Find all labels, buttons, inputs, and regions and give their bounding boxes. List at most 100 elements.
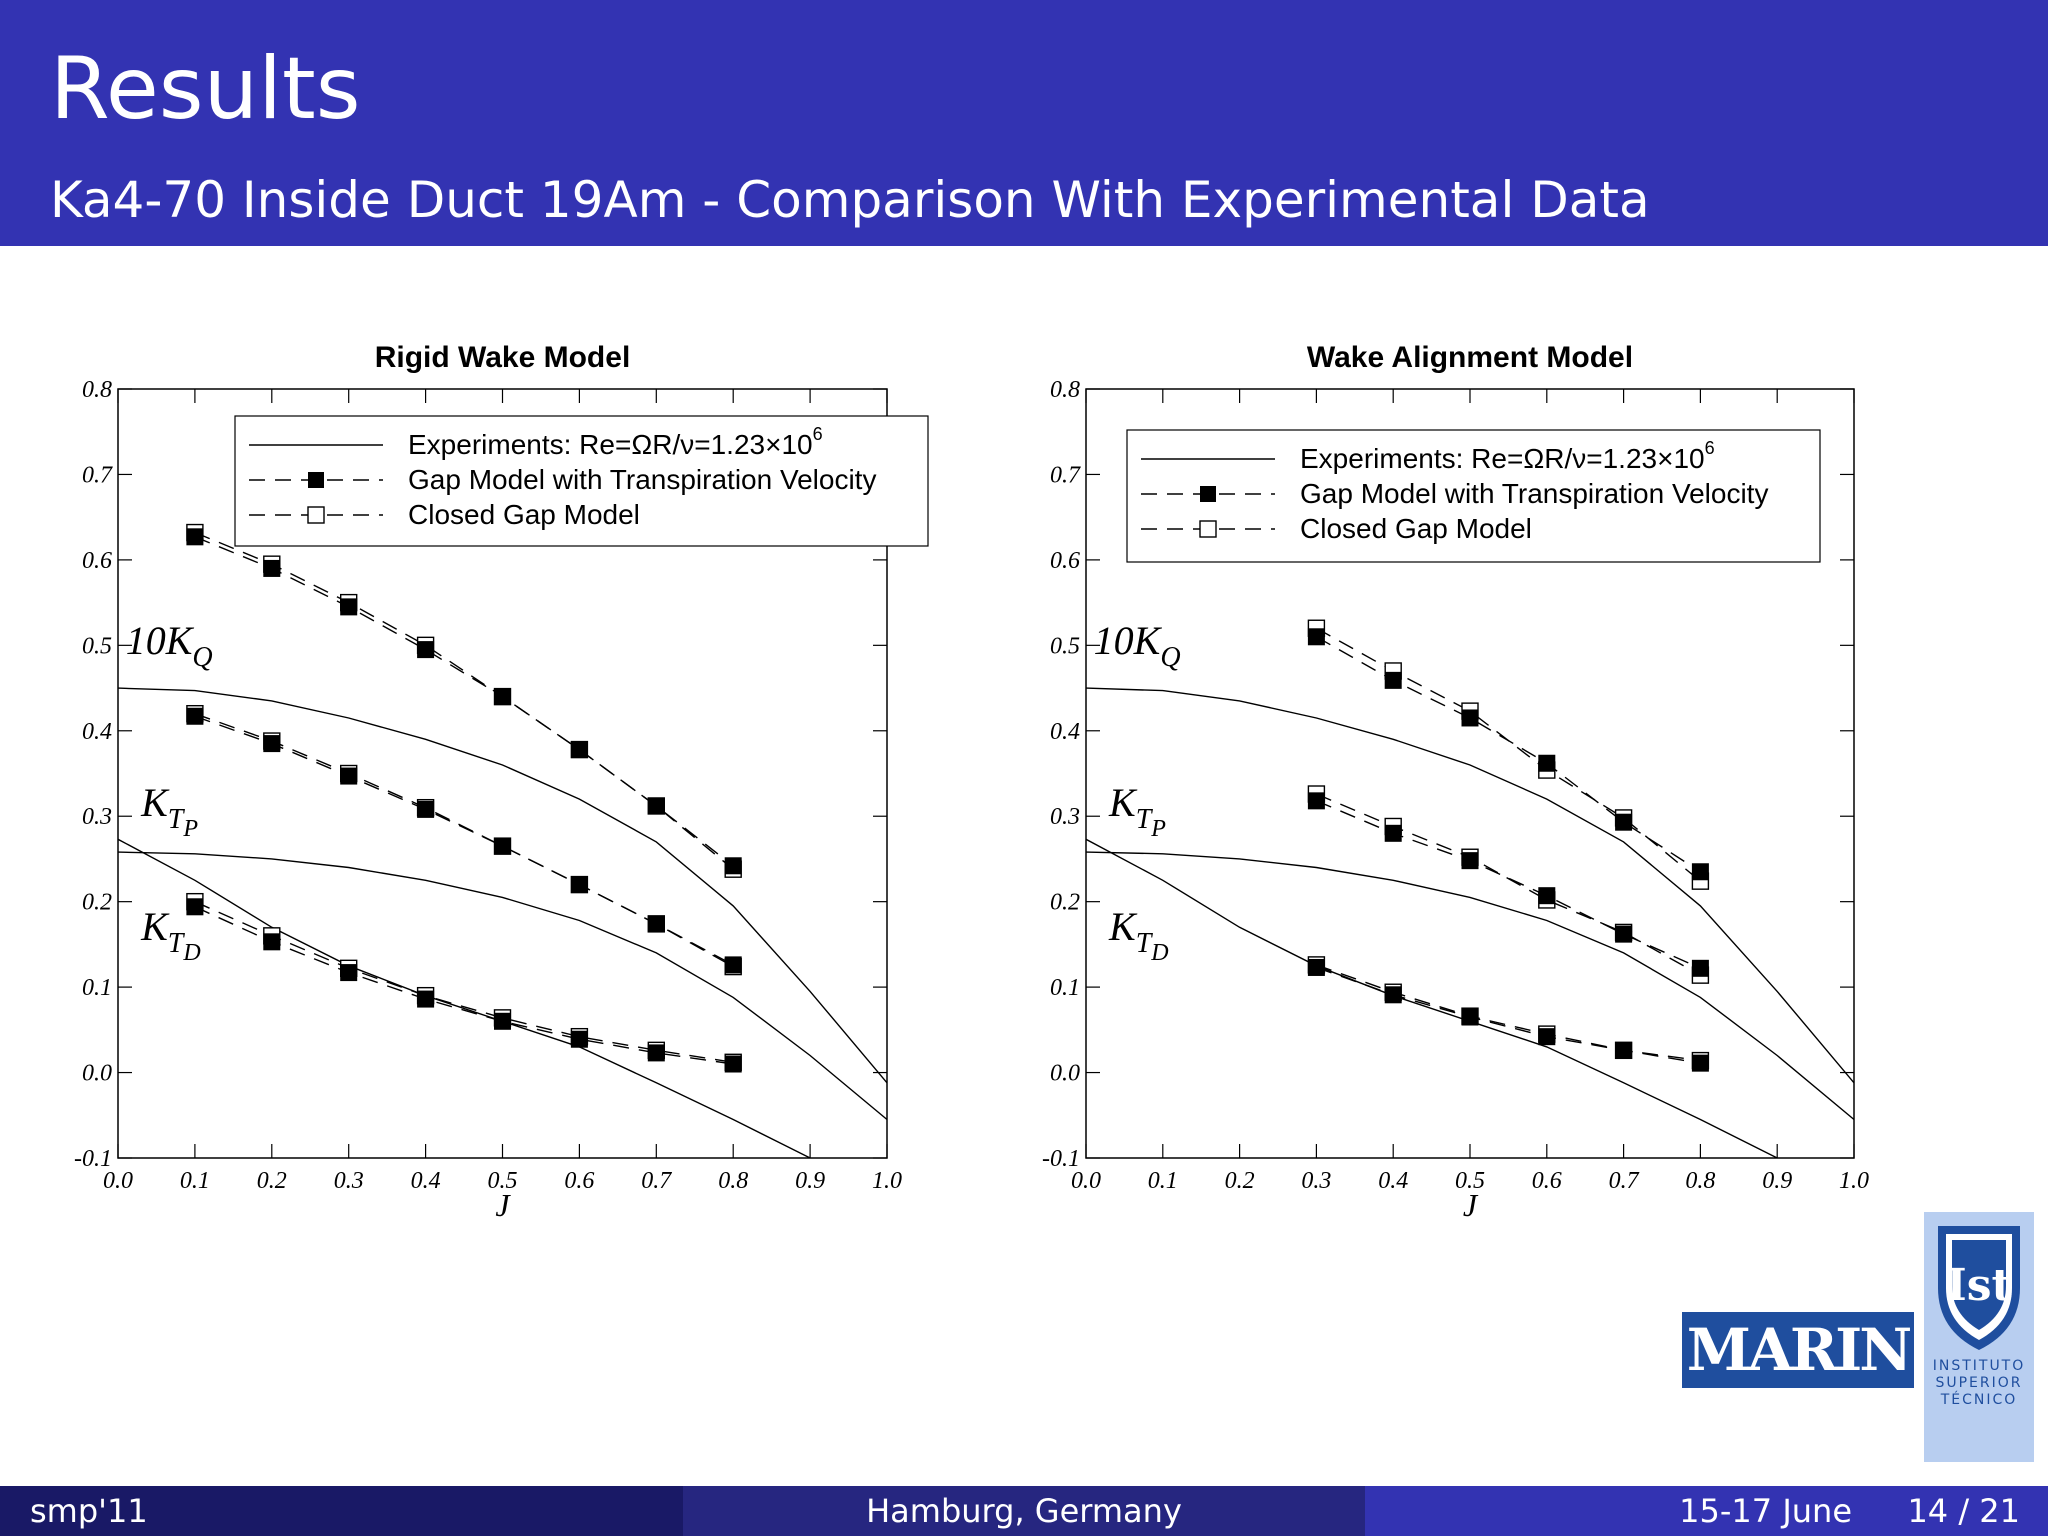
curve-annotation: KTP xyxy=(1108,780,1166,842)
filled-marker xyxy=(186,707,204,725)
annotation-sub: T xyxy=(168,804,186,835)
filled-marker xyxy=(1384,986,1402,1004)
legend-open-marker xyxy=(307,506,325,524)
x-tick-label: 0.0 xyxy=(103,1168,133,1194)
filled-marker xyxy=(1615,813,1633,831)
filled-marker xyxy=(340,964,358,982)
title-bar: Results Ka4-70 Inside Duct 19Am - Compar… xyxy=(0,0,2048,246)
y-tick-label: 0.5 xyxy=(1050,633,1080,659)
x-tick-label: 0.1 xyxy=(180,1168,210,1194)
filled-marker xyxy=(186,528,204,546)
legend-label: Gap Model with Transpiration Velocity xyxy=(1300,478,1768,509)
filled-marker xyxy=(1615,1041,1633,1059)
footer-location: Hamburg, Germany xyxy=(683,1486,1365,1536)
curve-annotation: 10KQ xyxy=(1094,618,1181,673)
filled-marker xyxy=(1538,1028,1556,1046)
annotation-subsub: D xyxy=(1150,940,1168,966)
x-tick-label: 0.2 xyxy=(1225,1168,1255,1194)
ist-logo-text: INSTITUTO SUPERIOR TÉCNICO xyxy=(1924,1358,2034,1409)
y-tick-label: 0.2 xyxy=(82,890,112,916)
filled-marker xyxy=(724,1055,742,1073)
annotation-sub: T xyxy=(1136,804,1154,835)
annotation-base: K xyxy=(140,904,170,949)
filled-marker xyxy=(494,688,511,706)
x-tick-label: 0.6 xyxy=(564,1168,594,1194)
annotation-base: 10K xyxy=(1094,618,1163,663)
ist-logo: Ist INSTITUTO SUPERIOR TÉCNICO xyxy=(1924,1212,2034,1462)
legend-open-marker xyxy=(1199,520,1217,538)
series-group xyxy=(118,531,887,1158)
ist-shield-icon: Ist xyxy=(1938,1226,2020,1350)
x-tick-label: 0.3 xyxy=(334,1168,364,1194)
curve-annotation: KTP xyxy=(140,780,198,842)
y-tick-label: 0.0 xyxy=(82,1061,112,1087)
legend-superscript: 6 xyxy=(813,424,823,444)
legend-label: Experiments: Re=ΩR/ν=1.23×106 xyxy=(408,424,823,460)
annotation-subsub: D xyxy=(182,940,200,966)
y-tick-label: 0.3 xyxy=(1050,804,1080,830)
filled-marker xyxy=(1691,959,1709,977)
x-tick-label: 0.4 xyxy=(1378,1168,1408,1194)
legend-box xyxy=(234,415,929,547)
series-line-2 xyxy=(1086,851,1854,1121)
y-tick-label: -0.1 xyxy=(74,1146,112,1172)
series-line-4 xyxy=(1316,636,1701,873)
series-line-2 xyxy=(118,851,887,1121)
filled-marker xyxy=(340,598,358,616)
footer-date: 15-17 June xyxy=(1679,1492,1852,1530)
series-line-8 xyxy=(194,906,734,1065)
filled-marker xyxy=(417,641,435,659)
x-tick-label: 0.3 xyxy=(1301,1168,1331,1194)
y-tick-label: -0.1 xyxy=(1042,1146,1080,1172)
annotation-base: K xyxy=(1108,904,1138,949)
filled-marker xyxy=(1307,958,1325,976)
series-line-3 xyxy=(118,838,811,1158)
charts-area: Rigid Wake Model 0.0 0.1 0.2 0.3 0.4 0.5 0.6 0.7… xyxy=(74,341,1869,1223)
filled-marker xyxy=(1461,709,1479,727)
annotation-sub: T xyxy=(168,928,186,959)
y-tick-label: 0.6 xyxy=(82,548,112,574)
annotation-sub: Q xyxy=(192,642,212,673)
x-tick-label: 0.4 xyxy=(411,1168,441,1194)
filled-marker xyxy=(1307,628,1325,646)
y-tick-label: 0.7 xyxy=(1050,462,1081,488)
footer-right: 15-17 June 14 / 21 xyxy=(1365,1486,2048,1536)
footer-bar: smp'11 Hamburg, Germany 15-17 June 14 / … xyxy=(0,1486,2048,1536)
filled-marker xyxy=(1461,852,1479,870)
ist-line-1: INSTITUTO xyxy=(1932,1358,2026,1374)
annotation-sub: Q xyxy=(1160,642,1180,673)
filled-marker xyxy=(1691,1054,1709,1072)
slide-subtitle: Ka4-70 Inside Duct 19Am - Comparison Wit… xyxy=(50,171,1650,229)
filled-marker xyxy=(570,741,588,759)
curve-annotation: KTD xyxy=(1108,904,1169,966)
filled-marker xyxy=(1538,887,1556,905)
y-tick-label: 0.1 xyxy=(82,975,112,1001)
annotation-base: K xyxy=(140,780,170,825)
chart-title: Wake Alignment Model xyxy=(1307,341,1633,374)
series-line-7 xyxy=(1316,793,1701,976)
legend-filled-marker xyxy=(308,472,324,488)
footer-conference: smp'11 xyxy=(0,1486,683,1536)
filled-marker xyxy=(417,800,435,818)
annotation-base: K xyxy=(1108,780,1138,825)
filled-marker xyxy=(1538,754,1556,772)
legend-superscript: 6 xyxy=(1705,438,1715,458)
annotation-sub: T xyxy=(1136,928,1154,959)
filled-marker xyxy=(647,915,665,933)
annotation-subsub: P xyxy=(182,816,198,842)
chart-title: Rigid Wake Model xyxy=(375,341,631,374)
filled-marker xyxy=(494,837,511,855)
y-tick-label: 0.1 xyxy=(1050,975,1080,1001)
filled-marker xyxy=(1615,925,1633,943)
y-tick-label: 0.0 xyxy=(1050,1061,1080,1087)
x-tick-label: 0.9 xyxy=(795,1168,825,1194)
y-tick-label: 0.3 xyxy=(82,804,112,830)
series-line-8 xyxy=(1316,966,1701,1064)
series-group xyxy=(1086,627,1854,1158)
series-line-5 xyxy=(194,531,734,870)
slide-title: Results xyxy=(50,39,361,139)
svg-text:Ist: Ist xyxy=(1946,1260,2012,1311)
x-tick-label: 0.7 xyxy=(641,1168,672,1194)
annotation-base: 10K xyxy=(126,618,195,663)
y-tick-label: 0.5 xyxy=(82,633,112,659)
